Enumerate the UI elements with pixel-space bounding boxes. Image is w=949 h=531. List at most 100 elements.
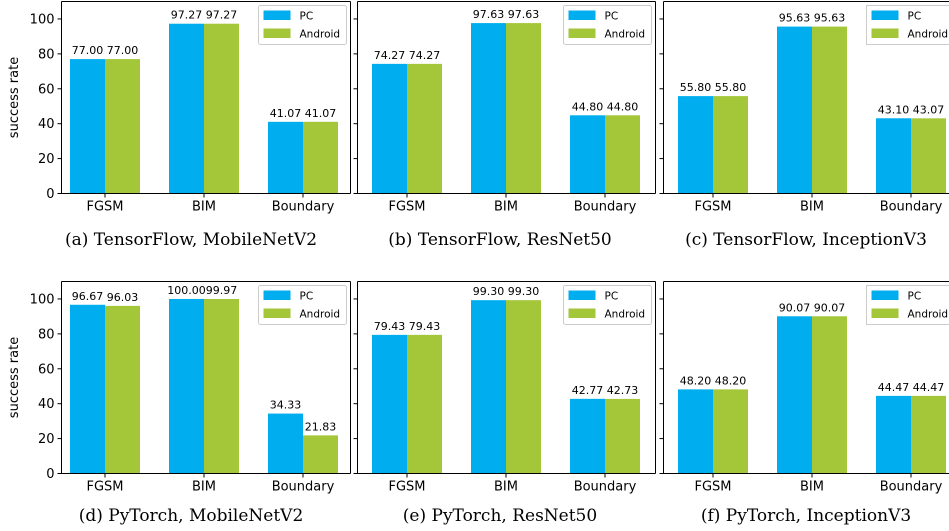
value-label-android-bim: 97.27 [206, 9, 238, 22]
x-tick-label-fgsm: FGSM [694, 200, 731, 215]
legend-label-android: Android [300, 29, 341, 41]
x-tick-label-boundary: Boundary [880, 480, 943, 495]
x-tick-label-boundary: Boundary [272, 200, 335, 215]
legend: PC Android [258, 5, 347, 45]
x-tick-label-fgsm: FGSM [694, 480, 731, 495]
value-label-android-boundary: 41.07 [305, 107, 337, 120]
caption-b: (b) TensorFlow, ResNet50 [388, 230, 612, 250]
value-label-pc-boundary: 34.33 [270, 399, 302, 412]
x-tick-label-bim: BIM [192, 200, 216, 215]
legend-swatch-android [263, 308, 291, 318]
bar-pc-bim [777, 316, 812, 474]
bar-pc-bim [169, 298, 204, 474]
caption-a: (a) TensorFlow, MobileNetV2 [64, 230, 318, 250]
value-label-android-fgsm: 79.43 [409, 320, 441, 333]
legend: PC Android [563, 5, 652, 45]
legend-label-android: Android [605, 309, 646, 321]
bar-android-bim [204, 23, 239, 194]
y-tick-label-100: 100 [30, 12, 55, 27]
legend: PC Android [866, 285, 949, 325]
y-tick-label-20: 20 [38, 432, 55, 447]
legend: PC Android [258, 285, 347, 325]
bar-pc-fgsm [372, 334, 407, 474]
legend-label-android: Android [300, 309, 341, 321]
legend-swatch-pc [871, 10, 899, 20]
value-label-android-boundary: 44.47 [913, 381, 945, 394]
legend-label-pc: PC [300, 291, 314, 303]
legend-label-android: Android [908, 309, 949, 321]
bar-pc-fgsm [678, 389, 713, 474]
value-label-android-boundary: 43.07 [913, 103, 945, 116]
bar-android-fgsm [407, 63, 442, 194]
value-label-pc-bim: 95.63 [779, 12, 811, 25]
x-tick-label-fgsm: FGSM [86, 200, 123, 215]
value-label-android-bim: 99.97 [206, 284, 238, 297]
chart-a: 77.00 97.27 41.07 77.00 97.27 41.07 0 20 40 60 80 1… [7, 1, 351, 215]
y-tick-label-0: 0 [46, 187, 54, 202]
bar-pc-bim [471, 23, 506, 194]
value-label-android-fgsm: 48.20 [715, 374, 747, 387]
legend-label-android: Android [605, 29, 646, 41]
value-label-pc-bim: 97.27 [171, 9, 203, 22]
value-label-android-bim: 95.63 [814, 12, 846, 25]
bar-android-boundary [911, 118, 946, 194]
y-tick-label-20: 20 [38, 152, 55, 167]
legend: PC Android [866, 5, 949, 45]
y-tick-label-40: 40 [38, 397, 55, 412]
value-label-pc-boundary: 42.77 [572, 384, 604, 397]
bar-pc-bim [471, 300, 506, 474]
value-label-android-fgsm: 74.27 [409, 49, 441, 62]
bar-pc-boundary [876, 395, 911, 474]
legend-swatch-pc [263, 290, 291, 300]
y-tick-label-80: 80 [38, 47, 55, 62]
value-label-pc-boundary: 41.07 [270, 107, 302, 120]
caption-c: (c) TensorFlow, InceptionV3 [685, 230, 927, 250]
x-tick-label-boundary: Boundary [574, 200, 637, 215]
chart-b: 74.27 97.63 44.80 74.27 97.63 44.80 FGSM BIM Bou… [353, 1, 656, 215]
value-label-android-fgsm: 77.00 [107, 44, 139, 57]
legend: PC Android [563, 285, 652, 325]
bar-android-fgsm [713, 389, 748, 474]
bar-android-bim [812, 316, 847, 474]
plot-frame [663, 281, 949, 474]
value-label-pc-boundary: 44.47 [878, 381, 910, 394]
bar-android-boundary [303, 121, 338, 194]
bar-android-fgsm [105, 59, 140, 194]
value-label-android-bim: 90.07 [814, 301, 846, 314]
bar-pc-bim [777, 26, 812, 194]
legend-label-pc: PC [908, 11, 922, 23]
bar-android-boundary [911, 395, 946, 474]
x-tick-label-boundary: Boundary [574, 480, 637, 495]
y-axis-label: success rate [7, 57, 22, 138]
x-tick-label-bim: BIM [800, 480, 824, 495]
bar-android-boundary [605, 398, 640, 474]
value-label-pc-fgsm: 79.43 [374, 320, 406, 333]
x-tick-label-bim: BIM [494, 200, 518, 215]
bar-pc-fgsm [70, 304, 105, 474]
bar-android-bim [506, 23, 541, 194]
bar-pc-boundary [876, 118, 911, 194]
caption-f: (f) PyTorch, InceptionV3 [700, 506, 912, 526]
value-label-pc-bim: 90.07 [779, 301, 811, 314]
chart-e: 79.43 99.30 42.77 79.43 99.30 42.73 FGSM BIM Bou… [353, 281, 656, 495]
value-label-pc-fgsm: 96.67 [72, 290, 104, 303]
legend-swatch-pc [871, 290, 899, 300]
value-label-pc-bim: 97.63 [473, 8, 505, 21]
legend-border [866, 5, 949, 45]
y-tick-label-80: 80 [38, 327, 55, 342]
value-label-pc-fgsm: 55.80 [680, 81, 712, 94]
legend-swatch-android [568, 308, 596, 318]
y-axis-label: success rate [7, 337, 22, 418]
y-tick-label-40: 40 [38, 117, 55, 132]
chart-f: 48.20 90.07 44.47 48.20 90.07 44.47 FGSM BIM Bou… [659, 281, 949, 495]
value-label-pc-bim: 99.30 [473, 285, 505, 298]
legend-swatch-android [871, 308, 899, 318]
legend-border [866, 285, 949, 325]
plot-frame [663, 1, 949, 194]
value-label-pc-bim: 100.00 [167, 284, 206, 297]
bar-pc-boundary [570, 115, 605, 194]
x-tick-label-fgsm: FGSM [388, 480, 425, 495]
value-label-android-fgsm: 96.03 [107, 291, 139, 304]
x-tick-label-bim: BIM [494, 480, 518, 495]
